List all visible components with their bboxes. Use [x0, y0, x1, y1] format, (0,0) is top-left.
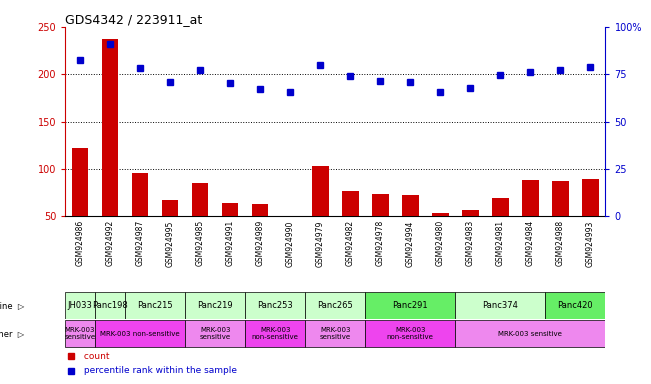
Bar	[365, 320, 455, 347]
Text: GSM924988: GSM924988	[556, 220, 565, 266]
Text: GSM924995: GSM924995	[165, 220, 174, 266]
Text: GSM924985: GSM924985	[196, 220, 204, 266]
Bar	[455, 320, 605, 347]
Text: GSM924987: GSM924987	[135, 220, 145, 266]
Bar	[546, 291, 605, 319]
Text: MRK-003
non-sensitive: MRK-003 non-sensitive	[387, 327, 434, 340]
Bar	[222, 203, 238, 217]
Text: GSM924978: GSM924978	[376, 220, 385, 266]
Bar	[455, 291, 546, 319]
Bar	[582, 179, 599, 217]
Bar	[522, 180, 538, 217]
Text: count: count	[81, 352, 110, 361]
Text: JH033: JH033	[68, 301, 92, 310]
Bar	[342, 191, 359, 217]
Bar	[402, 195, 419, 217]
Bar	[185, 320, 245, 347]
Bar	[365, 291, 455, 319]
Text: Panc198: Panc198	[92, 301, 128, 310]
Text: Panc219: Panc219	[197, 301, 233, 310]
Text: GSM924989: GSM924989	[256, 220, 265, 266]
Text: GSM924980: GSM924980	[436, 220, 445, 266]
Bar	[65, 320, 95, 347]
Text: MRK-003
sensitive: MRK-003 sensitive	[320, 327, 351, 340]
Text: MRK-003 sensitive: MRK-003 sensitive	[499, 331, 562, 337]
Bar	[305, 291, 365, 319]
Bar	[102, 39, 118, 217]
Bar	[492, 197, 508, 217]
Text: other  ▷: other ▷	[0, 329, 25, 338]
Bar	[372, 194, 389, 217]
Bar	[552, 181, 569, 217]
Text: GSM924994: GSM924994	[406, 220, 415, 266]
Bar	[305, 320, 365, 347]
Text: GSM924979: GSM924979	[316, 220, 325, 266]
Bar	[125, 291, 185, 319]
Bar	[95, 320, 185, 347]
Text: MRK-003
sensitive: MRK-003 sensitive	[64, 327, 96, 340]
Text: Panc215: Panc215	[137, 301, 173, 310]
Text: Panc374: Panc374	[482, 301, 518, 310]
Text: GSM924984: GSM924984	[526, 220, 535, 266]
Text: Panc265: Panc265	[318, 301, 353, 310]
Bar	[312, 166, 329, 217]
Bar	[185, 291, 245, 319]
Text: cell line  ▷: cell line ▷	[0, 301, 25, 310]
Bar	[462, 210, 478, 217]
Bar	[162, 200, 178, 217]
Bar	[432, 213, 449, 217]
Bar	[132, 173, 148, 217]
Text: Panc253: Panc253	[257, 301, 293, 310]
Bar	[65, 291, 95, 319]
Text: GSM924986: GSM924986	[76, 220, 85, 266]
Text: GSM924981: GSM924981	[496, 220, 505, 266]
Bar	[245, 291, 305, 319]
Bar	[72, 148, 89, 217]
Text: MRK-003 non-sensitive: MRK-003 non-sensitive	[100, 331, 180, 337]
Text: MRK-003
sensitive: MRK-003 sensitive	[200, 327, 230, 340]
Text: percentile rank within the sample: percentile rank within the sample	[81, 366, 238, 375]
Bar	[245, 320, 305, 347]
Text: GSM924990: GSM924990	[286, 220, 295, 266]
Text: GSM924983: GSM924983	[466, 220, 475, 266]
Text: MRK-003
non-sensitive: MRK-003 non-sensitive	[252, 327, 299, 340]
Text: GSM924982: GSM924982	[346, 220, 355, 266]
Text: GSM924993: GSM924993	[586, 220, 595, 266]
Text: GDS4342 / 223911_at: GDS4342 / 223911_at	[65, 13, 202, 26]
Bar	[252, 204, 268, 217]
Bar	[192, 183, 208, 217]
Text: Panc420: Panc420	[558, 301, 593, 310]
Text: Panc291: Panc291	[393, 301, 428, 310]
Bar	[95, 291, 125, 319]
Text: GSM924992: GSM924992	[105, 220, 115, 266]
Text: GSM924991: GSM924991	[226, 220, 235, 266]
